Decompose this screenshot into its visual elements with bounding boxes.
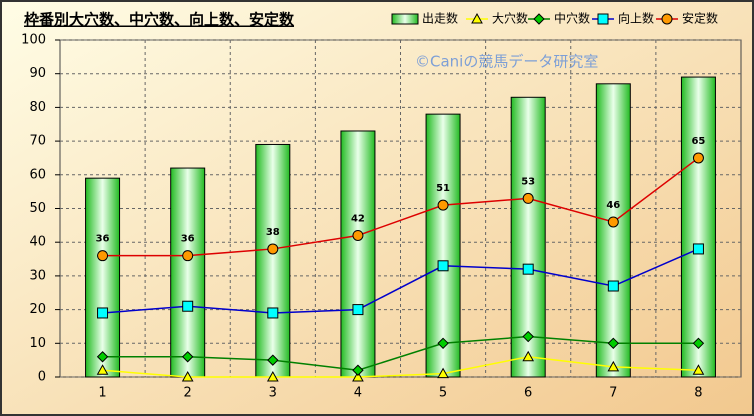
data-label: 46: [606, 200, 620, 211]
marker: [267, 307, 279, 319]
marker: [607, 280, 619, 292]
legend-label: 向上数: [618, 11, 654, 26]
legend-label: 出走数: [422, 11, 458, 26]
data-label: 51: [436, 183, 450, 194]
y-tick-label: 60: [29, 167, 46, 182]
x-tick-label: 5: [439, 386, 447, 401]
bar: [170, 167, 206, 378]
data-label: 42: [351, 213, 365, 224]
marker: [352, 229, 364, 241]
marker: [181, 370, 194, 382]
y-tick-label: 0: [38, 370, 46, 385]
marker: [437, 260, 449, 272]
marker: [692, 152, 704, 164]
legend-marker: [471, 12, 483, 24]
line: [102, 356, 699, 378]
x-tick-label: 3: [269, 386, 277, 401]
y-tick-label: 80: [29, 100, 46, 115]
data-label: 36: [96, 234, 110, 245]
x-tick-label: 4: [354, 386, 362, 401]
watermark: ©Caniの競馬データ研究室: [415, 53, 598, 71]
marker: [352, 370, 364, 382]
x-tick-label: 2: [184, 386, 192, 401]
marker: [522, 330, 534, 343]
data-label: 38: [266, 227, 280, 238]
marker: [267, 243, 279, 255]
y-tick-label: 20: [29, 302, 46, 317]
bar: [595, 83, 631, 378]
legend-marker: [661, 13, 673, 25]
y-tick-label: 70: [29, 134, 46, 149]
line: [102, 335, 699, 372]
x-tick-label: 1: [98, 386, 106, 401]
chart-title: 枠番別大穴数、中穴数、向上数、安定数: [24, 11, 295, 29]
y-tick-label: 40: [29, 235, 46, 250]
marker: [437, 199, 449, 211]
bar: [85, 177, 121, 378]
marker: [352, 304, 364, 316]
marker: [352, 364, 364, 376]
data-label: 53: [521, 176, 535, 187]
bar: [680, 76, 716, 378]
y-tick-label: 90: [29, 66, 46, 81]
marker: [181, 351, 194, 363]
line: [102, 248, 699, 314]
marker: [522, 350, 535, 362]
legend-swatch: [391, 13, 419, 25]
x-tick-label: 7: [609, 386, 617, 401]
legend-marker: [597, 13, 609, 25]
marker: [266, 370, 279, 382]
legend-label: 安定数: [682, 11, 718, 26]
marker: [607, 337, 620, 350]
marker: [607, 360, 620, 372]
legend-marker: [533, 13, 545, 25]
marker: [522, 192, 534, 204]
bar: [255, 143, 291, 378]
y-tick-label: 100: [21, 33, 46, 48]
marker: [607, 216, 619, 228]
marker: [182, 300, 194, 312]
x-tick-label: 8: [694, 386, 702, 401]
bar: [425, 113, 461, 378]
marker: [437, 367, 449, 379]
y-tick-label: 30: [29, 268, 46, 283]
marker: [96, 351, 109, 363]
marker: [522, 263, 534, 275]
marker: [97, 307, 109, 319]
marker: [692, 364, 705, 375]
marker: [692, 337, 705, 350]
marker: [97, 250, 109, 262]
marker: [437, 337, 449, 350]
marker: [96, 364, 109, 375]
marker: [267, 354, 279, 366]
data-label: 36: [181, 234, 195, 245]
y-tick-label: 10: [29, 336, 46, 351]
bar: [510, 96, 546, 378]
legend-label: 中穴数: [554, 11, 590, 26]
y-tick-label: 50: [29, 201, 46, 216]
bar: [340, 130, 376, 378]
marker: [182, 250, 194, 262]
data-label: 65: [691, 136, 705, 147]
line: [102, 157, 699, 257]
legend-label: 大穴数: [492, 11, 528, 26]
x-tick-label: 6: [524, 386, 532, 401]
marker: [692, 243, 704, 255]
